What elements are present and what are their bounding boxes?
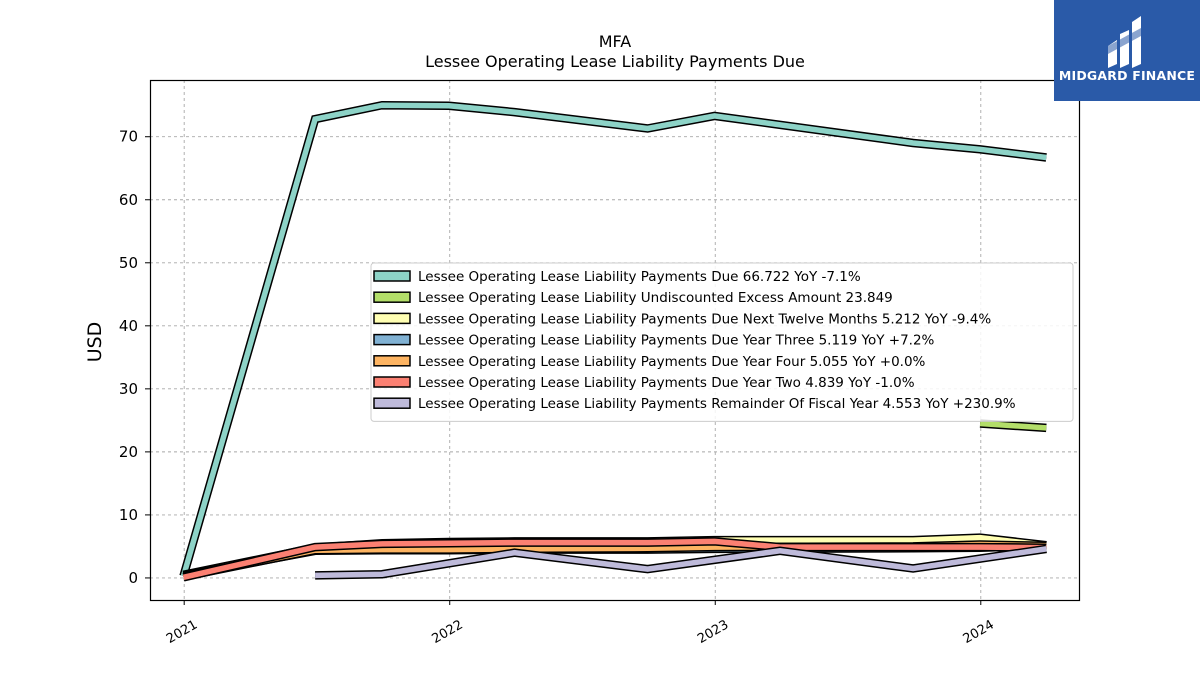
legend-box: [370, 262, 1074, 422]
brand-logo: MIDGARD FINANCE: [1054, 0, 1200, 101]
y-tick-label: 70: [119, 128, 138, 146]
legend-entry: Lessee Operating Lease Liability Payment…: [418, 375, 915, 391]
series-line-1: [979, 419, 1047, 433]
legend-swatch: [373, 397, 411, 409]
x-tick-label: 2024: [961, 617, 997, 647]
y-tick-label: 40: [119, 317, 138, 335]
plot-frame: [149, 79, 1081, 602]
x-tick-label: 2022: [430, 617, 466, 647]
legend-swatch: [373, 312, 411, 325]
legend-swatch: [373, 376, 411, 388]
legend-entry: Lessee Operating Lease Liability Payment…: [418, 311, 991, 327]
legend: Lessee Operating Lease Liability Payment…: [370, 262, 1074, 422]
x-tick-label: 2021: [164, 617, 200, 647]
chart-subtitle: Lessee Operating Lease Liability Payment…: [425, 52, 805, 71]
legend-swatch: [373, 333, 411, 346]
legend-swatch: [373, 291, 411, 303]
legend-entry: Lessee Operating Lease Liability Undisco…: [418, 290, 893, 306]
series-path: [180, 102, 1047, 577]
y-tick-label: 30: [119, 380, 138, 398]
series-line-5: [182, 537, 1047, 582]
logo-wordmark: MIDGARD FINANCE: [1058, 68, 1196, 83]
legend-swatch: [373, 355, 411, 367]
series-path: [979, 420, 1047, 431]
legend-entry: Lessee Operating Lease Liability Payment…: [418, 333, 935, 349]
legend-entry: Lessee Operating Lease Liability Payment…: [418, 354, 926, 370]
series-line-0: [179, 100, 1047, 578]
chart-title: MFA: [599, 32, 632, 51]
x-axis-ticks: 2021 2022 2023 2024: [164, 600, 997, 647]
legend-entry: Lessee Operating Lease Liability Payment…: [418, 269, 861, 285]
series-path: [182, 538, 1047, 580]
y-axis-ticks: 0 10 20 30 40 50 60 70: [119, 128, 150, 587]
legend-swatch: [373, 270, 411, 282]
y-tick-label: 10: [119, 506, 138, 524]
y-axis-label: USD: [84, 322, 106, 363]
y-tick-label: 0: [128, 569, 138, 587]
series-lines: [179, 100, 1047, 582]
x-tick-label: 2023: [695, 617, 731, 647]
y-tick-label: 20: [119, 443, 138, 461]
series-line-6: [315, 544, 1047, 580]
y-tick-label: 60: [119, 191, 138, 209]
legend-entry: Lessee Operating Lease Liability Payment…: [418, 396, 1016, 412]
series-path: [315, 546, 1047, 579]
y-tick-label: 50: [119, 254, 138, 272]
logo-mark-icon: [1108, 16, 1141, 68]
